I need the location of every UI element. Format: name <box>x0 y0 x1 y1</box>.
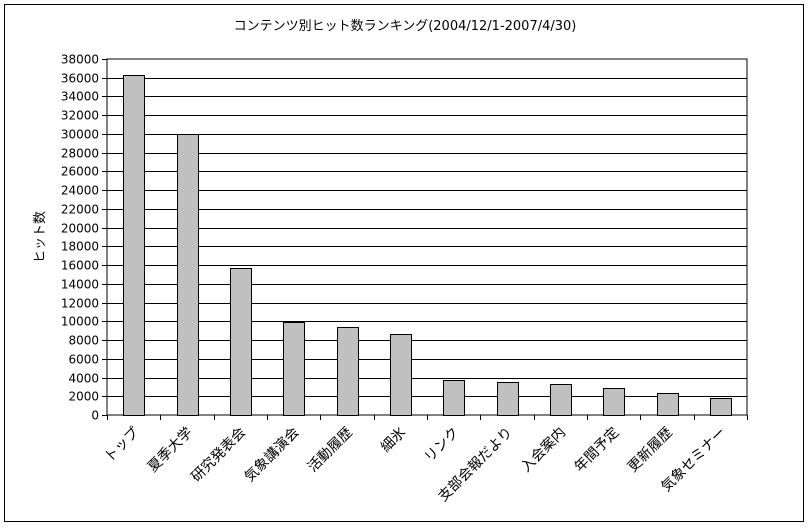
y-tick-label: 34000 <box>61 90 99 104</box>
y-tick-label: 30000 <box>61 128 99 142</box>
x-category-label: 気象講演会 <box>242 425 303 486</box>
bar <box>390 334 412 416</box>
y-tick-label: 20000 <box>61 222 99 236</box>
bar <box>337 327 359 416</box>
y-tick-label: 22000 <box>61 203 99 217</box>
bar <box>283 322 305 416</box>
x-category-label: トップ <box>101 425 142 466</box>
y-tick-label: 2000 <box>68 390 99 404</box>
y-tick-label: 0 <box>91 409 99 423</box>
y-tick-label: 12000 <box>61 297 99 311</box>
bar <box>230 268 252 416</box>
y-tick-label: 16000 <box>61 259 99 273</box>
x-category-label: 活動履歴 <box>305 425 356 476</box>
bar <box>550 384 572 416</box>
y-axis: 0 2000 4000 6000 8000 10000 12000 14000 16000 180… <box>61 53 107 423</box>
y-tick-label: 18000 <box>61 240 99 254</box>
y-tick-label: 38000 <box>61 53 99 67</box>
x-category-label: 細氷 <box>378 425 409 456</box>
y-tick-label: 24000 <box>61 184 99 198</box>
y-tick-label: 36000 <box>61 72 99 86</box>
grid-lines <box>107 78 747 397</box>
x-category-label: 更新履歴 <box>625 425 676 476</box>
bar <box>603 388 625 416</box>
chart-title: コンテンツ別ヒット数ランキング(2004/12/1-2007/4/30) <box>234 19 577 34</box>
bar <box>177 134 199 416</box>
y-tick-label: 10000 <box>61 315 99 329</box>
bar <box>710 398 732 416</box>
plot-area <box>106 58 748 416</box>
x-category-label: リンク <box>421 425 462 466</box>
y-tick-label: 6000 <box>68 353 99 367</box>
y-axis-title: ヒット数 <box>33 211 48 263</box>
bar <box>497 382 519 416</box>
x-category-label: 入会案内 <box>518 424 570 476</box>
y-tick-label: 32000 <box>61 109 99 123</box>
bars <box>123 75 732 416</box>
x-category-label: 夏季大学 <box>145 425 196 476</box>
y-tick-label: 26000 <box>61 165 99 179</box>
y-tick-label: 28000 <box>61 147 99 161</box>
bar <box>443 380 465 416</box>
y-tick-label: 8000 <box>68 334 99 348</box>
bar <box>657 393 679 416</box>
bar <box>123 75 145 416</box>
y-tick-label: 14000 <box>61 278 99 292</box>
x-category-label: 年間予定 <box>572 425 623 476</box>
y-tick-label: 4000 <box>68 372 99 386</box>
x-category-label: 研究発表会 <box>188 425 249 486</box>
